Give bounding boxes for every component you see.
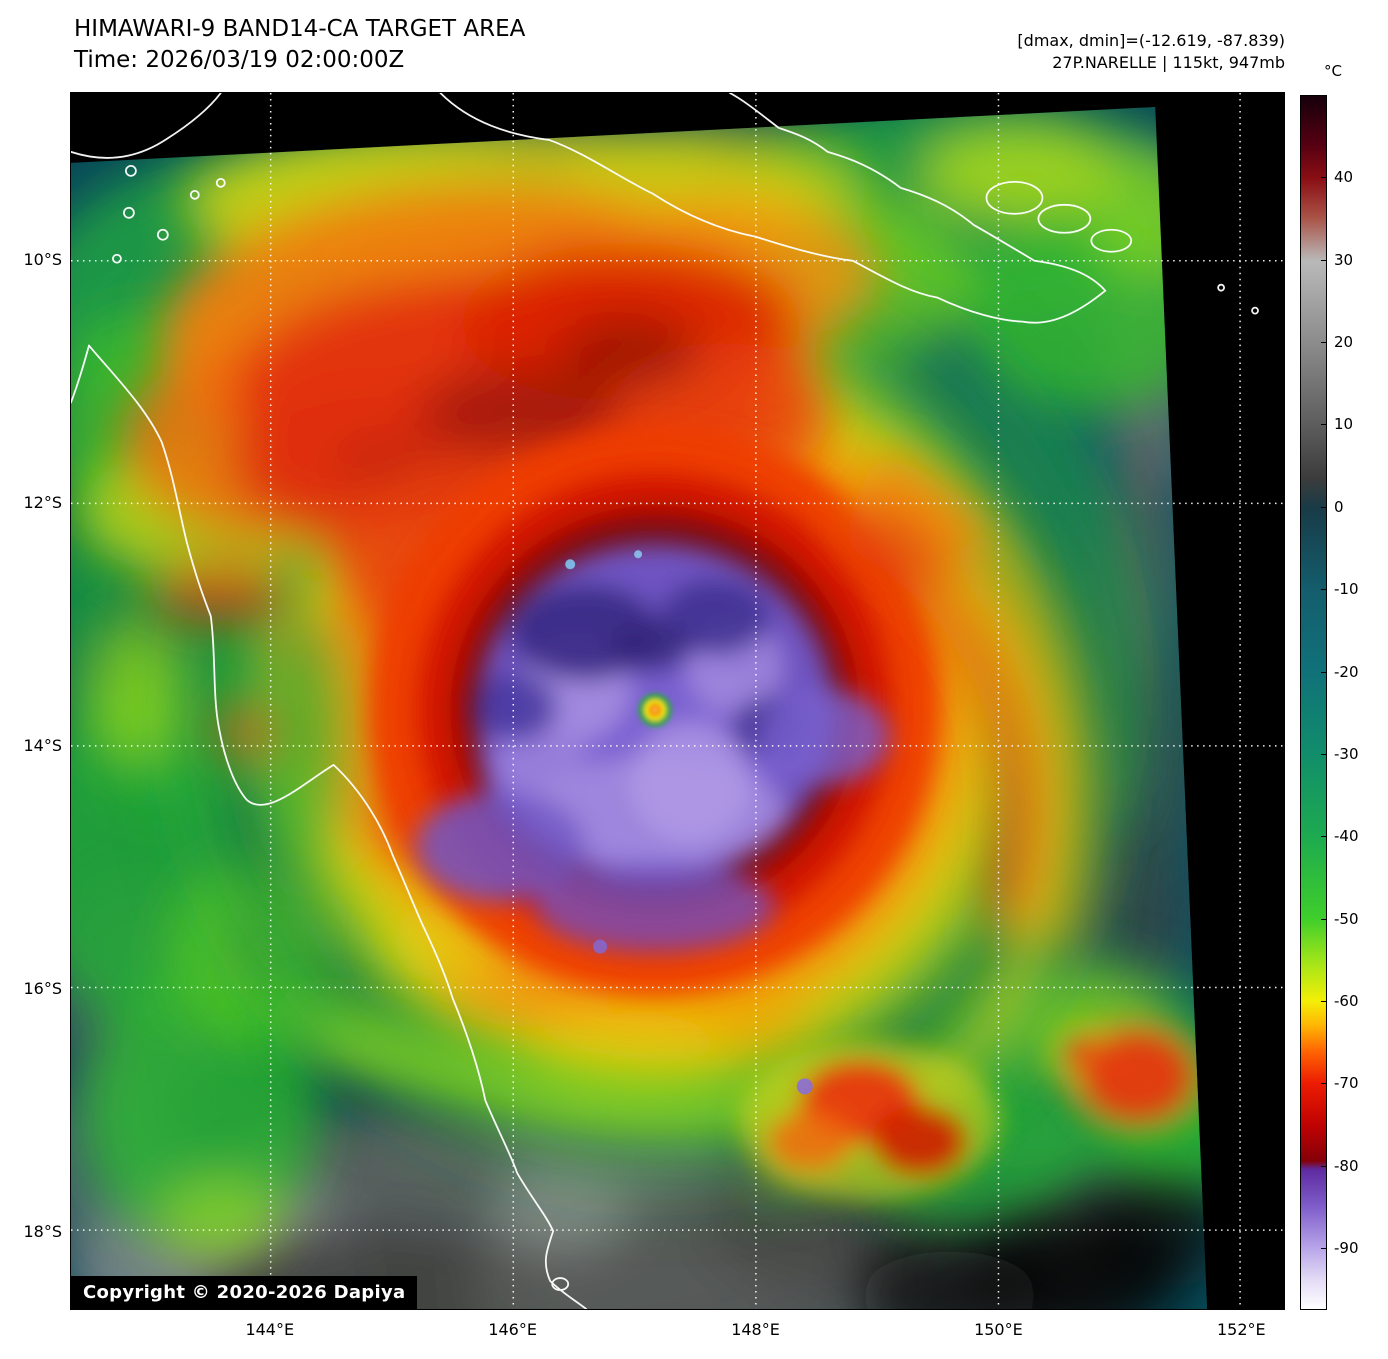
colorbar-tick-label: -50 [1334, 910, 1359, 928]
colorbar-tick-mark [1321, 1248, 1327, 1249]
map-plot: Copyright © 2020-2026 Dapiya [70, 92, 1285, 1310]
cyclone-eye [638, 693, 672, 727]
storm-info: 27P.NARELLE | 115kt, 947mb [1017, 52, 1285, 74]
colorbar-tick-label: -30 [1334, 745, 1359, 763]
colorbar-tick-label: -70 [1334, 1074, 1359, 1092]
y-axis-tick-label: 10°S [0, 250, 62, 270]
dmax-dmin-readout: [dmax, dmin]=(-12.619, -87.839) [1017, 30, 1285, 52]
colorbar-unit-label: °C [1324, 62, 1342, 80]
header-info-block: [dmax, dmin]=(-12.619, -87.839) 27P.NARE… [1017, 30, 1285, 74]
colorbar-tick-mark [1321, 1166, 1327, 1167]
y-axis-tick-label: 16°S [0, 979, 62, 999]
colorbar-tick-mark [1321, 836, 1327, 837]
x-axis-tick-label: 146°E [473, 1320, 553, 1340]
colorbar-tick-label: 40 [1334, 168, 1353, 186]
x-axis-tick-label: 152°E [1201, 1320, 1281, 1340]
colorbar-gradient [1301, 96, 1326, 1309]
colorbar-tick-mark [1321, 754, 1327, 755]
y-axis-tick-label: 14°S [0, 736, 62, 756]
copyright-label: Copyright © 2020-2026 Dapiya [71, 1276, 417, 1309]
satellite-data-swath [71, 93, 1284, 1309]
x-axis-tick-label: 150°E [958, 1320, 1038, 1340]
colorbar-tick-label: -20 [1334, 663, 1359, 681]
colorbar-tick-label: -60 [1334, 992, 1359, 1010]
colorbar-tick-mark [1321, 589, 1327, 590]
colorbar [1300, 95, 1327, 1310]
colorbar-tick-label: 10 [1334, 415, 1353, 433]
title-block: HIMAWARI-9 BAND14-CA TARGET AREA Time: 2… [74, 14, 525, 76]
colorbar-tick-mark [1321, 177, 1327, 178]
colorbar-tick-mark [1321, 507, 1327, 508]
colorbar-tick-label: 20 [1334, 333, 1353, 351]
figure-timestamp: Time: 2026/03/19 02:00:00Z [74, 45, 525, 76]
y-axis-tick-label: 12°S [0, 493, 62, 513]
colorbar-tick-label: -80 [1334, 1157, 1359, 1175]
colorbar-tick-label: 30 [1334, 251, 1353, 269]
colorbar-tick-label: -10 [1334, 580, 1359, 598]
colorbar-tick-mark [1321, 260, 1327, 261]
colorbar-tick-label: -40 [1334, 827, 1359, 845]
colorbar-tick-label: -90 [1334, 1239, 1359, 1257]
y-axis-tick-label: 18°S [0, 1222, 62, 1242]
satellite-figure: HIMAWARI-9 BAND14-CA TARGET AREA Time: 2… [0, 0, 1388, 1359]
satellite-image [71, 93, 1284, 1309]
x-axis-tick-label: 144°E [230, 1320, 310, 1340]
colorbar-tick-mark [1321, 919, 1327, 920]
colorbar-tick-label: 0 [1334, 498, 1344, 516]
colorbar-tick-mark [1321, 342, 1327, 343]
x-axis-tick-label: 148°E [716, 1320, 796, 1340]
colorbar-tick-mark [1321, 1083, 1327, 1084]
colorbar-tick-mark [1321, 672, 1327, 673]
colorbar-tick-mark [1321, 424, 1327, 425]
colorbar-tick-mark [1321, 1001, 1327, 1002]
figure-title: HIMAWARI-9 BAND14-CA TARGET AREA [74, 14, 525, 45]
